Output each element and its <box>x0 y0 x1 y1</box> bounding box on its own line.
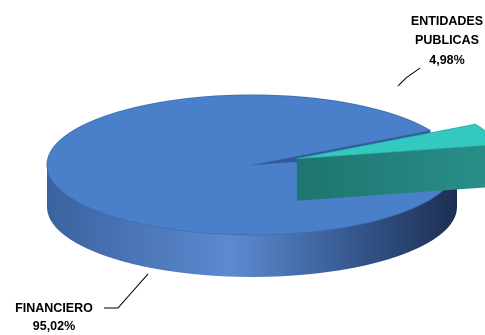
label-financiero-name: FINANCIERO <box>15 301 93 315</box>
leader-line-entidades <box>397 67 421 87</box>
label-financiero-value: 95,02% <box>33 319 75 333</box>
label-financiero: FINANCIERO 95,02% <box>15 273 149 333</box>
leader-line-financiero <box>104 273 149 309</box>
pie-slice-entidades-publicas-top <box>296 123 485 160</box>
label-entidades-value: 4,98% <box>429 53 464 67</box>
label-entidades-publicas: ENTIDADES PUBLICAS 4,98% <box>397 14 483 87</box>
pie-slice-entidades-publicas-side <box>296 145 485 201</box>
pie-slice-financiero-side <box>47 165 457 277</box>
pie-slice-financiero-top <box>46 94 458 236</box>
label-entidades-line1: ENTIDADES <box>411 14 483 28</box>
pie-slice-entidades-publicas <box>296 123 485 201</box>
label-entidades-line2: PUBLICAS <box>415 33 479 47</box>
